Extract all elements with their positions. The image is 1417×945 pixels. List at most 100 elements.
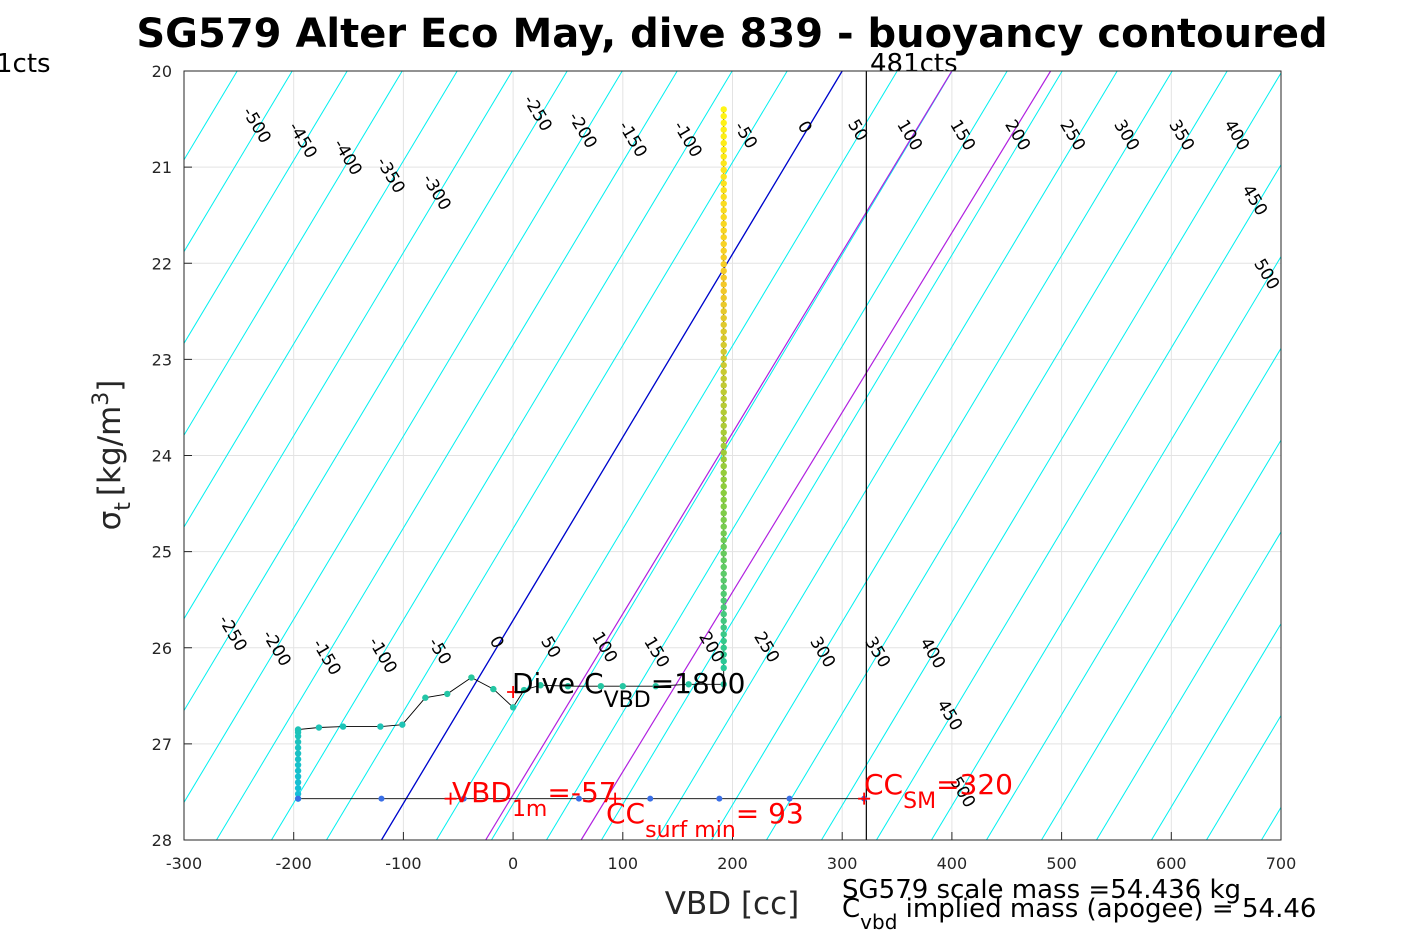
buoyancy-contour-cyan xyxy=(184,71,348,345)
dive-point xyxy=(509,704,517,711)
dive-point xyxy=(720,328,727,335)
buoyancy-contour-cyan xyxy=(1371,71,1417,840)
dive-point xyxy=(294,750,302,757)
dive-point xyxy=(720,281,727,288)
dive-point xyxy=(720,314,727,322)
dive-point xyxy=(720,146,727,154)
dive-point xyxy=(720,503,727,510)
x-axis-label: VBD [cc] xyxy=(665,886,799,922)
buoyancy-contour-magenta xyxy=(580,71,1052,840)
cc-sm-annotation: CCSM=320 xyxy=(864,768,1013,814)
buoyancy-contour-cyan xyxy=(986,347,1281,840)
y-label-main: σ xyxy=(92,511,128,531)
dive-point xyxy=(294,784,302,792)
y-tick-label: 20 xyxy=(152,62,172,81)
dive-point xyxy=(720,355,727,362)
dive-point xyxy=(720,186,727,194)
dive-point xyxy=(720,489,727,497)
dive-point xyxy=(720,583,727,591)
buoyancy-contour-cyan xyxy=(546,71,1008,840)
buoyancy-contour-cyan xyxy=(1041,439,1281,840)
y-axis-label: σt [kg/m3] xyxy=(89,380,136,531)
dive-point xyxy=(520,686,528,694)
y-tick-label: 24 xyxy=(152,447,172,466)
dive-point xyxy=(720,287,727,295)
buoyancy-contour-cyan xyxy=(491,71,953,840)
dive-point xyxy=(720,550,727,557)
x-tick-label: 500 xyxy=(1046,854,1077,873)
dive-point xyxy=(720,442,727,450)
dive-point xyxy=(597,683,605,690)
y-label-sub: t xyxy=(111,502,136,511)
dive-point xyxy=(537,682,544,689)
y-label-sup: 3 xyxy=(89,392,114,406)
buoyancy-contour-cyan xyxy=(184,71,403,437)
dive-point xyxy=(720,449,727,456)
dive-point xyxy=(339,723,347,730)
dive-point xyxy=(720,321,727,328)
dive-point xyxy=(720,119,727,127)
dive-point xyxy=(377,723,384,730)
buoyancy-contour-cyan xyxy=(876,163,1281,840)
dive-point xyxy=(720,409,727,416)
dive-point xyxy=(720,341,727,349)
buoyancy-contour-cyan xyxy=(326,71,788,840)
buoyancy-contour-magenta xyxy=(485,71,953,840)
y-label-units: [kg/m xyxy=(92,406,128,496)
x-tick-label: -300 xyxy=(166,854,202,873)
dive-point xyxy=(720,267,727,275)
dive-point xyxy=(720,563,727,571)
buoyancy-contour-cyan xyxy=(766,71,1228,840)
dive-point xyxy=(720,213,727,221)
chart-title: SG579 Alter Eco May, dive 839 - buoyancy… xyxy=(136,11,1327,57)
buoyancy-contour-zero xyxy=(380,71,843,840)
dive-point xyxy=(720,456,727,463)
marker-plus xyxy=(444,792,457,805)
dive-point xyxy=(720,106,727,113)
dive-point xyxy=(720,402,727,409)
buoyancy-contour-cyan xyxy=(0,71,17,840)
dive-point xyxy=(720,247,727,254)
buoyancy-contour-cyan xyxy=(1151,622,1281,840)
dive-point xyxy=(720,335,727,342)
dive-point xyxy=(720,234,727,241)
buoyancy-contour-cyan xyxy=(656,71,1118,840)
marker-plus xyxy=(609,792,622,805)
buoyancy-contour-cyan xyxy=(821,72,1281,840)
dive-point xyxy=(294,756,302,763)
dive-point xyxy=(720,631,727,638)
dive-point xyxy=(720,139,727,147)
left-counts-label: 1cts xyxy=(0,49,51,79)
dive-point xyxy=(720,637,727,645)
dive-point xyxy=(720,530,727,537)
axis-ticks: -300 -200 -100 0 100 200 300 400 500 600 700 20 21 22… xyxy=(152,62,1297,873)
y-tick-label: 27 xyxy=(152,735,172,754)
x-tick-label: 100 xyxy=(608,854,639,873)
dive-point xyxy=(720,240,727,248)
buoyancy-contour-cyan xyxy=(184,71,513,620)
surface-point xyxy=(575,795,582,802)
dive-point xyxy=(294,738,302,746)
dive-point xyxy=(294,779,302,786)
dive-point xyxy=(422,694,429,701)
dive-point xyxy=(720,193,727,201)
dive-point xyxy=(720,604,727,611)
dive-point xyxy=(720,227,727,234)
x-tick-label: -200 xyxy=(276,854,312,873)
buoyancy-contour-cyan xyxy=(184,71,568,712)
marker-plus xyxy=(858,792,871,805)
marker-plus xyxy=(507,685,520,698)
buoyancy-contour-cyan xyxy=(1096,531,1281,840)
dive-point xyxy=(720,415,727,423)
x-tick-label: 300 xyxy=(827,854,858,873)
buoyancy-contour-cyan xyxy=(271,71,733,840)
dive-point xyxy=(720,153,727,160)
dive-point xyxy=(720,388,727,396)
dive-point xyxy=(444,690,451,698)
dive-point xyxy=(720,180,727,187)
dive-point xyxy=(720,112,727,120)
dive-point xyxy=(294,761,302,769)
buoyancy-contour-cyan xyxy=(184,71,623,804)
dive-point xyxy=(468,674,475,681)
buoyancy-contour-cyan xyxy=(216,71,678,840)
